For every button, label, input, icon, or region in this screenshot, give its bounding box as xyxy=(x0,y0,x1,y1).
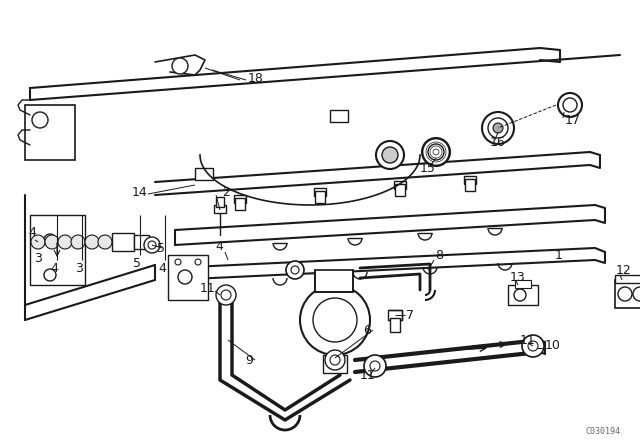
Circle shape xyxy=(633,287,640,301)
Circle shape xyxy=(71,235,85,249)
Text: 12: 12 xyxy=(616,263,632,276)
Bar xyxy=(314,188,326,196)
Bar xyxy=(235,198,245,210)
Bar xyxy=(214,205,226,213)
Text: 10: 10 xyxy=(545,339,561,352)
Text: 11: 11 xyxy=(200,281,216,294)
Bar xyxy=(615,275,640,283)
Text: 7: 7 xyxy=(406,309,414,322)
Text: C030194: C030194 xyxy=(585,427,620,436)
Circle shape xyxy=(85,235,99,249)
Bar xyxy=(195,168,213,180)
Circle shape xyxy=(45,235,59,249)
Text: 14: 14 xyxy=(132,185,148,198)
Text: 1: 1 xyxy=(555,249,563,262)
Circle shape xyxy=(370,361,380,371)
Text: 4: 4 xyxy=(50,262,58,275)
Bar xyxy=(388,310,402,320)
Circle shape xyxy=(428,144,444,160)
Circle shape xyxy=(330,355,340,365)
Circle shape xyxy=(44,269,56,281)
Bar xyxy=(234,195,246,203)
Circle shape xyxy=(558,93,582,117)
Circle shape xyxy=(31,235,45,249)
Circle shape xyxy=(563,98,577,112)
Circle shape xyxy=(175,259,181,265)
Bar xyxy=(25,105,75,160)
Circle shape xyxy=(325,350,345,370)
Bar xyxy=(390,318,400,332)
Text: 13: 13 xyxy=(510,271,525,284)
Text: 5: 5 xyxy=(157,241,165,254)
Circle shape xyxy=(32,112,48,128)
Bar xyxy=(315,270,353,292)
Circle shape xyxy=(286,261,304,279)
Circle shape xyxy=(493,123,503,133)
Bar xyxy=(216,197,224,207)
Circle shape xyxy=(618,287,632,301)
Circle shape xyxy=(221,290,231,300)
Text: 4: 4 xyxy=(28,225,36,238)
Circle shape xyxy=(528,341,538,351)
Circle shape xyxy=(195,259,201,265)
Text: 9: 9 xyxy=(245,353,253,366)
Circle shape xyxy=(44,234,56,246)
Text: 11: 11 xyxy=(360,369,376,382)
Circle shape xyxy=(482,112,514,144)
Circle shape xyxy=(291,266,299,274)
Circle shape xyxy=(148,241,156,249)
Bar xyxy=(465,179,475,191)
Bar xyxy=(168,255,208,300)
Text: 2: 2 xyxy=(222,185,230,198)
Circle shape xyxy=(488,118,508,138)
Circle shape xyxy=(144,237,160,253)
Circle shape xyxy=(216,285,236,305)
Text: 5: 5 xyxy=(133,257,141,270)
Text: 4: 4 xyxy=(215,240,223,253)
Circle shape xyxy=(172,58,188,74)
Bar xyxy=(323,355,347,373)
Circle shape xyxy=(514,289,526,301)
Bar xyxy=(615,280,640,308)
Text: 17: 17 xyxy=(565,113,581,126)
Text: 11: 11 xyxy=(520,333,536,346)
Bar xyxy=(30,215,85,285)
Circle shape xyxy=(313,298,357,342)
Circle shape xyxy=(376,141,404,169)
Bar xyxy=(315,191,325,203)
Text: 15: 15 xyxy=(420,161,436,175)
Bar xyxy=(515,280,531,288)
Circle shape xyxy=(382,147,398,163)
Text: 16: 16 xyxy=(490,135,506,148)
Bar xyxy=(330,110,348,122)
Circle shape xyxy=(364,355,386,377)
Text: 18: 18 xyxy=(248,72,264,85)
Circle shape xyxy=(522,335,544,357)
Text: 4: 4 xyxy=(158,262,166,275)
Circle shape xyxy=(422,138,450,166)
Bar xyxy=(394,181,406,189)
Circle shape xyxy=(58,235,72,249)
Bar xyxy=(395,184,405,196)
Circle shape xyxy=(98,235,112,249)
Circle shape xyxy=(300,285,370,355)
Text: 6: 6 xyxy=(363,323,371,336)
Bar xyxy=(112,233,134,251)
Circle shape xyxy=(178,270,192,284)
Text: 3: 3 xyxy=(75,262,83,275)
Bar xyxy=(508,285,538,305)
Bar xyxy=(134,235,149,249)
Bar xyxy=(464,176,476,184)
Text: 3: 3 xyxy=(34,251,42,264)
Text: 8: 8 xyxy=(435,249,443,262)
